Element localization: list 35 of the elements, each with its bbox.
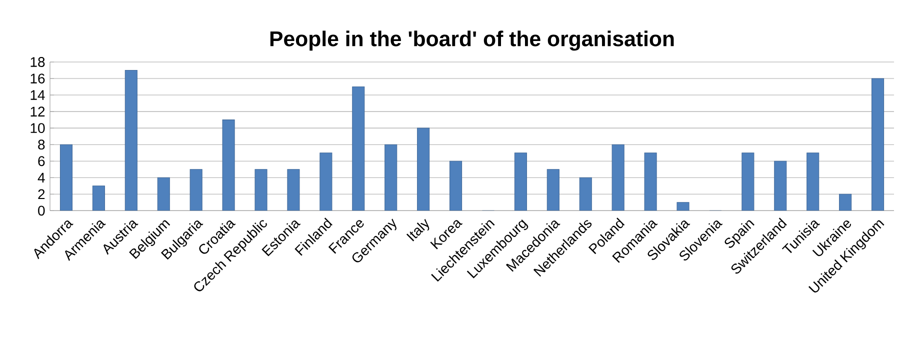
- y-tick-label: 4: [38, 172, 45, 182]
- bar: [190, 169, 202, 211]
- bar: [287, 169, 300, 211]
- bar: [124, 70, 138, 211]
- bar: [222, 120, 235, 211]
- bar: [546, 169, 560, 211]
- y-tick-label: 8: [38, 140, 45, 150]
- bar: [384, 144, 398, 211]
- y-tick-label: 0: [38, 206, 45, 216]
- bar: [417, 128, 430, 211]
- bar: [806, 152, 820, 211]
- y-tick-label: 12: [30, 106, 45, 116]
- x-tick-label: Italy: [406, 218, 430, 242]
- y-tick-label: 16: [30, 74, 45, 84]
- chart-title: People in the 'board' of the organisation: [270, 30, 674, 51]
- y-tick-label: 18: [30, 57, 45, 67]
- bar: [839, 194, 852, 211]
- bar: [320, 152, 332, 211]
- bar: [742, 152, 754, 211]
- bar: [450, 160, 462, 211]
- bar: [352, 86, 365, 211]
- y-tick-label: 2: [38, 189, 45, 200]
- bar: [872, 78, 884, 211]
- bar: [60, 144, 73, 211]
- y-tick-label: 10: [30, 123, 45, 134]
- bar: [579, 177, 592, 211]
- bar: [92, 186, 105, 211]
- bar: [254, 169, 268, 211]
- bar: [514, 152, 527, 211]
- y-tick-label: 14: [30, 90, 45, 100]
- y-tick-label: 6: [38, 156, 45, 166]
- bar: [612, 144, 624, 211]
- bar: [774, 160, 787, 211]
- bar: [644, 152, 657, 211]
- bar: [157, 177, 170, 211]
